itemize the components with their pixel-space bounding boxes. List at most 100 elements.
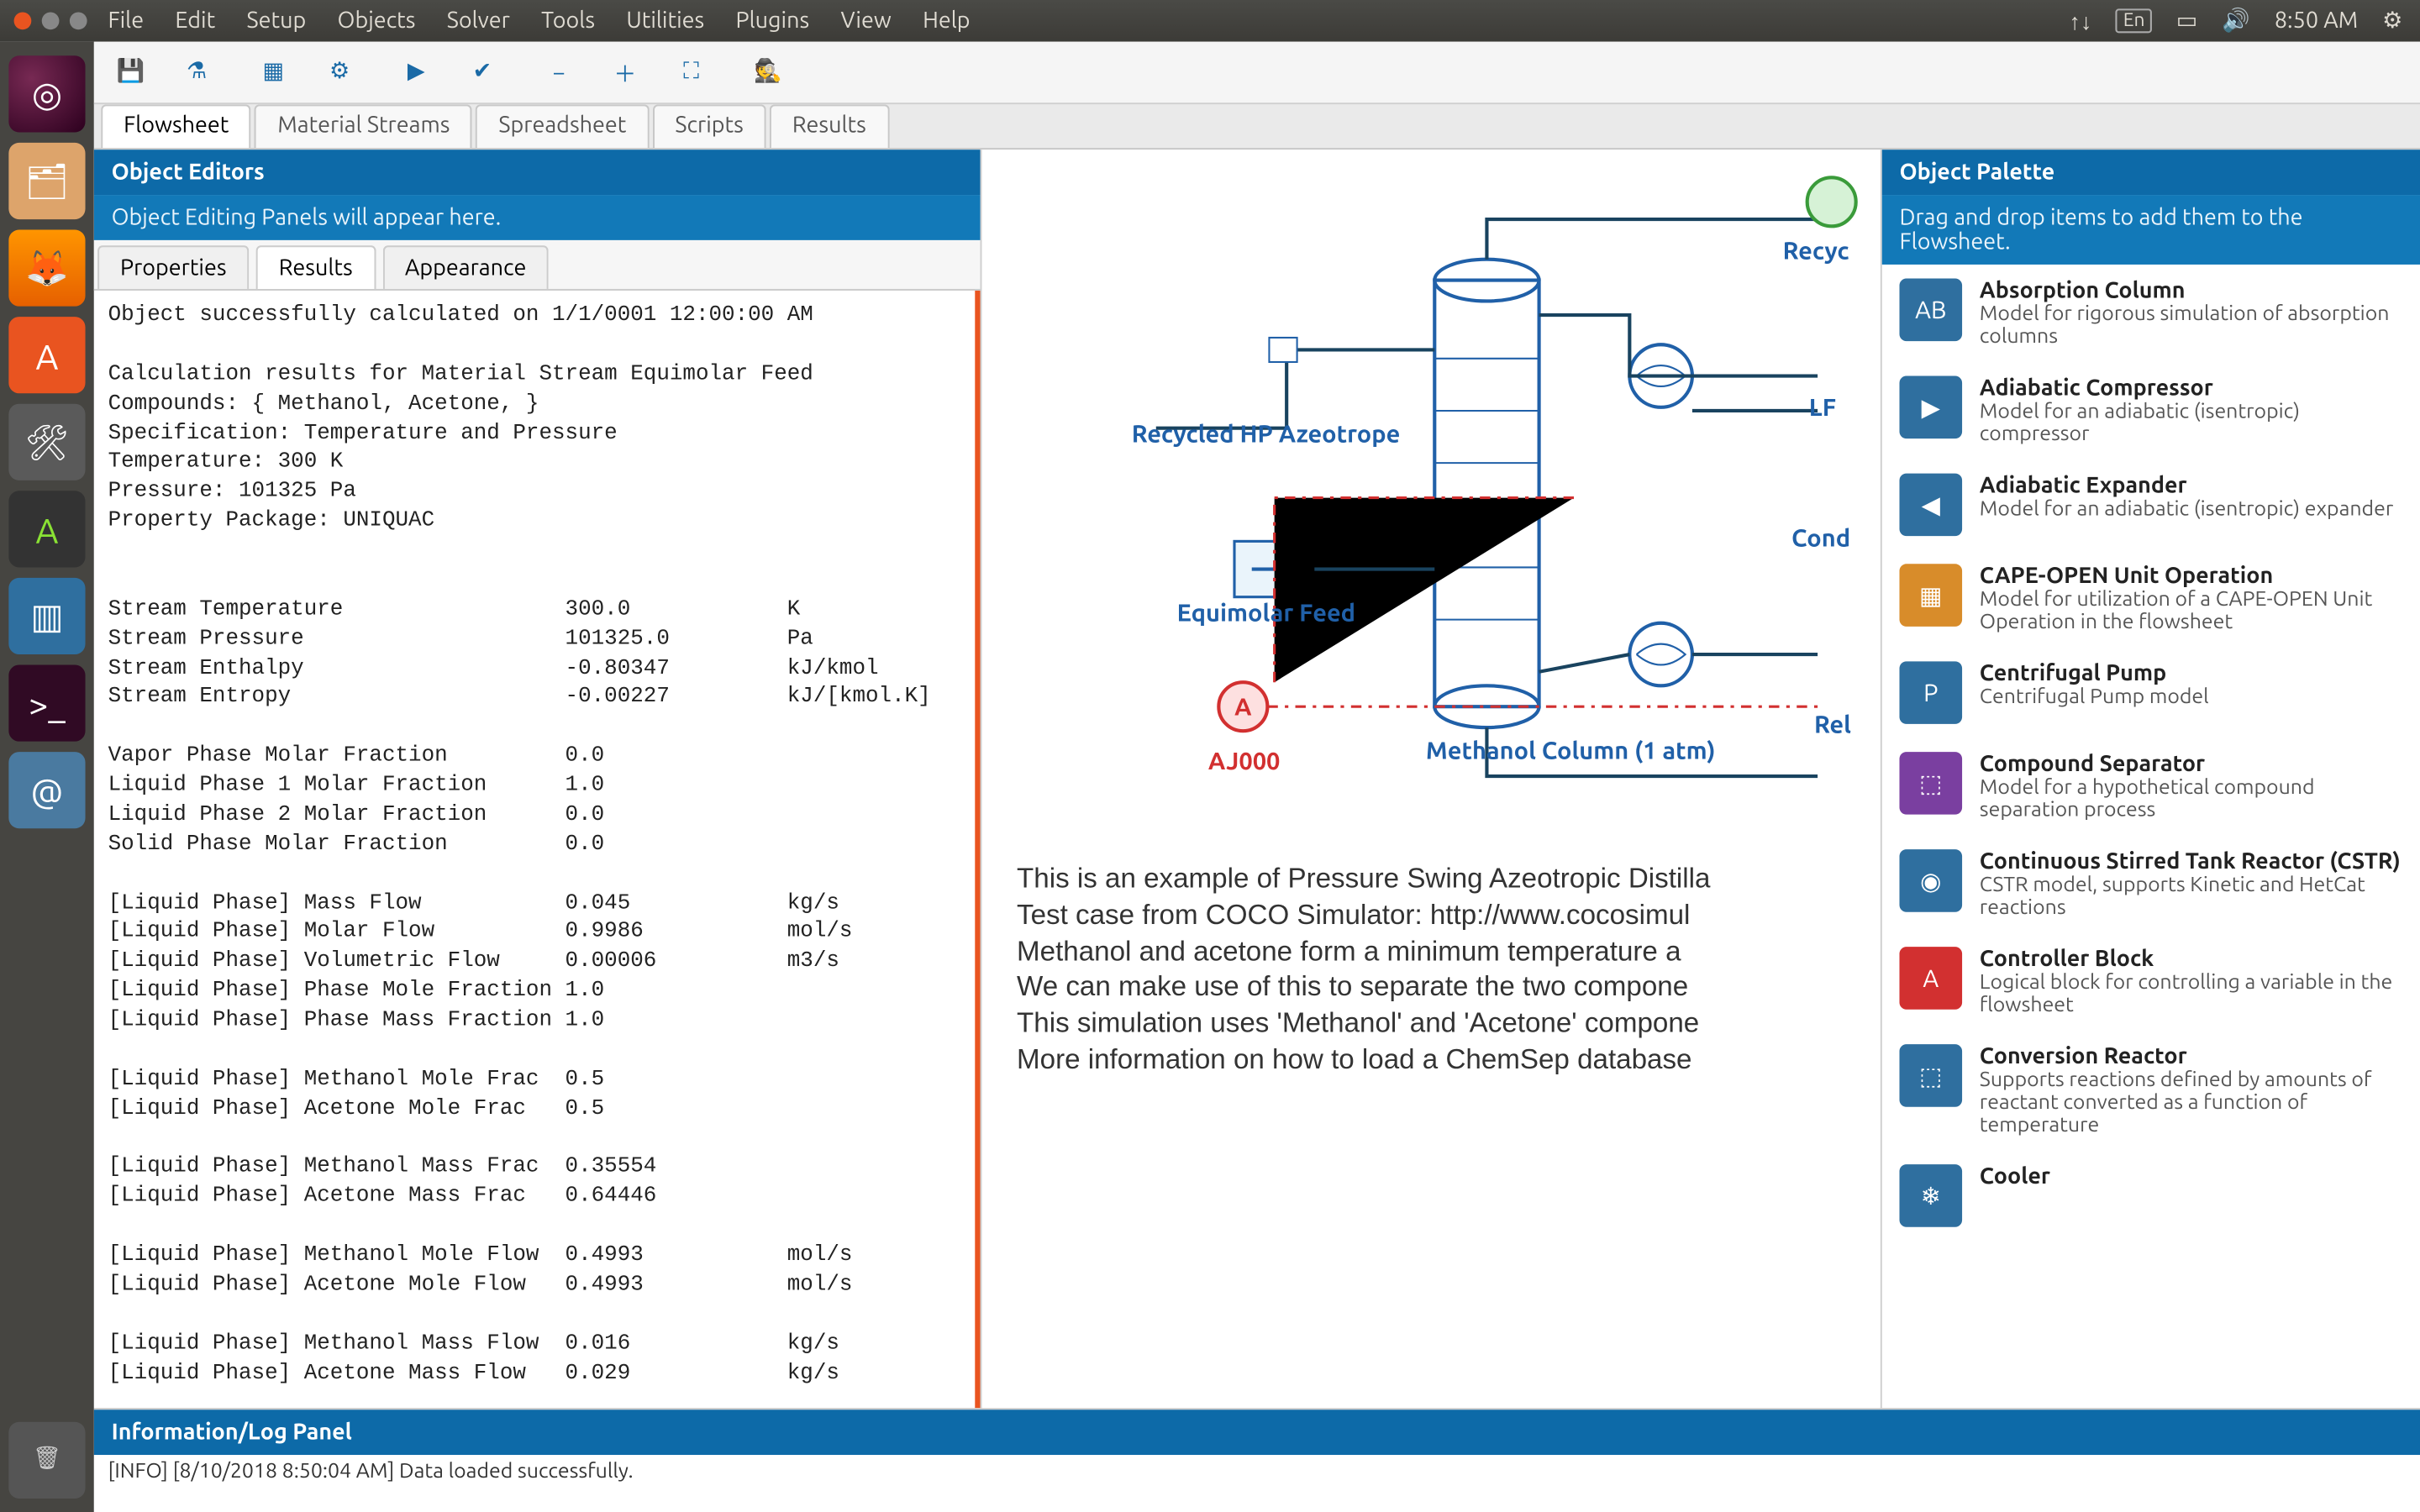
app-menu: File Edit Setup Objects Solver Tools Utilities…	[108, 8, 970, 33]
label-recycle: Recyc	[1783, 237, 1849, 265]
editor-subtabs: PropertiesResultsAppearance	[94, 240, 981, 291]
label-column: Methanol Column (1 atm)	[1426, 736, 1716, 764]
palette-item-cape-open-unit-operation[interactable]: ▦CAPE-OPEN Unit OperationModel for utili…	[1882, 550, 2420, 648]
window-controls	[14, 13, 87, 30]
palette-item-controller-block[interactable]: AController BlockLogical block for contr…	[1882, 933, 2420, 1031]
save-icon[interactable]: 💾	[112, 53, 150, 92]
log-entry: [INFO] [8/10/2018 8:50:04 AM] Data loade…	[94, 1455, 2420, 1512]
menu-objects[interactable]: Objects	[338, 8, 416, 33]
menu-plugins[interactable]: Plugins	[735, 8, 809, 33]
object-editors-panel: Object Editors Object Editing Panels wil…	[94, 150, 982, 1407]
palette-icon: ⬚	[1899, 752, 1962, 815]
palette-icon: ▦	[1899, 564, 1962, 627]
window-minimize-icon[interactable]	[42, 13, 60, 30]
subtab-results[interactable]: Results	[256, 245, 376, 289]
menu-view[interactable]: View	[840, 8, 891, 33]
menu-file[interactable]: File	[108, 8, 144, 33]
check-icon[interactable]: ✔	[463, 53, 502, 92]
launcher-other-icon[interactable]: @	[8, 752, 85, 828]
palette-item-title: Adiabatic Compressor	[1980, 376, 2402, 401]
palette-item-desc: Model for a hypothetical compound separa…	[1980, 776, 2402, 822]
palette-item-desc: Model for rigorous simulation of absorpt…	[1980, 303, 2402, 349]
palette-item-title: Continuous Stirred Tank Reactor (CSTR)	[1980, 849, 2402, 874]
svg-text:A: A	[1234, 694, 1252, 721]
network-icon[interactable]: ↑↓	[2069, 8, 2091, 34]
palette-icon: ◀	[1899, 474, 1962, 537]
palette-item-desc: Model for an adiabatic (isentropic) comp…	[1980, 401, 2402, 446]
flowsheet-description: This is an example of Pressure Swing Aze…	[1017, 864, 1863, 1081]
palette-item-adiabatic-expander[interactable]: ◀Adiabatic ExpanderModel for an adiabati…	[1882, 459, 2420, 550]
palette-item-cooler[interactable]: ❄Cooler	[1882, 1151, 2420, 1242]
palette-item-title: Centrifugal Pump	[1980, 661, 2402, 685]
tab-flowsheet[interactable]: Flowsheet	[101, 104, 251, 148]
palette-item-desc: Logical block for controlling a variable…	[1980, 971, 2402, 1016]
tab-results[interactable]: Results	[770, 104, 889, 148]
palette-item-desc: CSTR model, supports Kinetic and HetCat …	[1980, 874, 2402, 919]
log-panel: Information/Log Panel [INFO] [8/10/2018 …	[94, 1408, 2420, 1512]
label-recycled-hp: Recycled HP Azeotrope	[1132, 419, 1401, 447]
inspect-icon[interactable]: 🕵	[749, 53, 787, 92]
palette-item-title: CAPE-OPEN Unit Operation	[1980, 564, 2402, 588]
launcher-files-icon[interactable]: 🗂	[8, 143, 85, 219]
palette-item-absorption-column[interactable]: ABAbsorption ColumnModel for rigorous si…	[1882, 265, 2420, 362]
tab-material-streams[interactable]: Material Streams	[255, 104, 472, 148]
menu-tools[interactable]: Tools	[541, 8, 595, 33]
play-icon[interactable]: ▶	[397, 53, 435, 92]
zoom-out-icon[interactable]: −	[539, 53, 578, 92]
launcher-software-icon[interactable]: A	[8, 317, 85, 393]
palette-icon: A	[1899, 947, 1962, 1010]
menu-help[interactable]: Help	[923, 8, 970, 33]
launcher-ubuntu-dash-icon[interactable]: ◎	[8, 55, 85, 132]
palette-title: Object Palette	[1882, 150, 2420, 195]
menu-setup[interactable]: Setup	[247, 8, 307, 33]
zoom-in-icon[interactable]: ＋	[606, 53, 644, 92]
system-menubar: File Edit Setup Objects Solver Tools Utilities…	[0, 0, 2420, 42]
palette-item-conversion-reactor[interactable]: ⬚Conversion ReactorSupports reactions de…	[1882, 1031, 2420, 1151]
description-line: This simulation uses 'Methanol' and 'Ace…	[1017, 1008, 1863, 1044]
palette-item-centrifugal-pump[interactable]: PCentrifugal PumpCentrifugal Pump model	[1882, 648, 2420, 738]
description-line: Test case from COCO Simulator: http://ww…	[1017, 900, 1863, 936]
clock[interactable]: 8:50 AM	[2275, 8, 2358, 33]
main-tabbar: FlowsheetMaterial StreamsSpreadsheetScri…	[94, 104, 2420, 150]
launcher-dwsim-icon[interactable]: ▥	[8, 578, 85, 654]
launcher-dock: ◎ 🗂 🦊 A 🛠 A ▥ >_ @	[0, 42, 94, 1512]
grid-icon[interactable]: ▦	[255, 53, 293, 92]
palette-item-continuous-stirred-tank-reactor-cstr-[interactable]: ◉ Continuous Stirred Tank Reactor (CSTR)C…	[1882, 836, 2420, 933]
menu-edit[interactable]: Edit	[175, 8, 215, 33]
label-cond: Cond	[1791, 524, 1850, 552]
palette-icon: ▶	[1899, 376, 1962, 439]
menu-solver[interactable]: Solver	[447, 8, 510, 33]
app-window: 💾 ⚗ ▦ ⚙ ▶ ✔−＋ ⛶ 🕵 FlowsheetMaterial StreamsSpre…	[94, 42, 2420, 1512]
description-line: We can make use of this to separate the …	[1017, 972, 1863, 1008]
palette-item-title: Conversion Reactor	[1980, 1044, 2402, 1068]
fit-icon[interactable]: ⛶	[672, 53, 711, 92]
launcher-firefox-icon[interactable]: 🦊	[8, 229, 85, 306]
keyboard-lang[interactable]: En	[2116, 8, 2151, 33]
battery-icon[interactable]: ▭	[2176, 8, 2197, 34]
subtab-properties[interactable]: Properties	[97, 245, 249, 289]
palette-item-adiabatic-compressor[interactable]: ▶ Adiabatic CompressorModel for an adiaba…	[1882, 362, 2420, 459]
palette-item-desc: Supports reactions defined by amounts of…	[1980, 1068, 2402, 1137]
window-maximize-icon[interactable]	[70, 13, 87, 30]
flask-icon[interactable]: ⚗	[177, 53, 216, 92]
label-lf: LF	[1809, 393, 1836, 421]
flowsheet-canvas[interactable]: A Recyc Recycled HP Azeotrope LF Cond Eq…	[982, 150, 1881, 1407]
launcher-settings-icon[interactable]: 🛠	[8, 404, 85, 480]
window-close-icon[interactable]	[14, 13, 32, 30]
menu-utilities[interactable]: Utilities	[626, 8, 704, 33]
palette-item-compound-separator[interactable]: ⬚ Compound SeparatorModel for a hypotheti…	[1882, 738, 2420, 836]
trash-icon[interactable]: 🗑	[8, 1421, 85, 1498]
tab-scripts[interactable]: Scripts	[652, 104, 765, 148]
system-gear-icon[interactable]: ⚙	[2382, 8, 2402, 34]
launcher-updater-icon[interactable]: A	[8, 491, 85, 567]
launcher-terminal-icon[interactable]: >_	[8, 664, 85, 741]
sliders-icon[interactable]: ⚙	[320, 53, 359, 92]
tab-spreadsheet[interactable]: Spreadsheet	[476, 104, 649, 148]
palette-item-title: Compound Separator	[1980, 752, 2402, 776]
volume-icon[interactable]: 🔊	[2222, 8, 2250, 34]
results-output: Object successfully calculated on 1/1/00…	[94, 291, 981, 1408]
palette-icon: AB	[1899, 279, 1962, 342]
palette-icon: ◉	[1899, 849, 1962, 912]
subtab-appearance[interactable]: Appearance	[382, 245, 549, 289]
palette-icon: ❄	[1899, 1164, 1962, 1227]
